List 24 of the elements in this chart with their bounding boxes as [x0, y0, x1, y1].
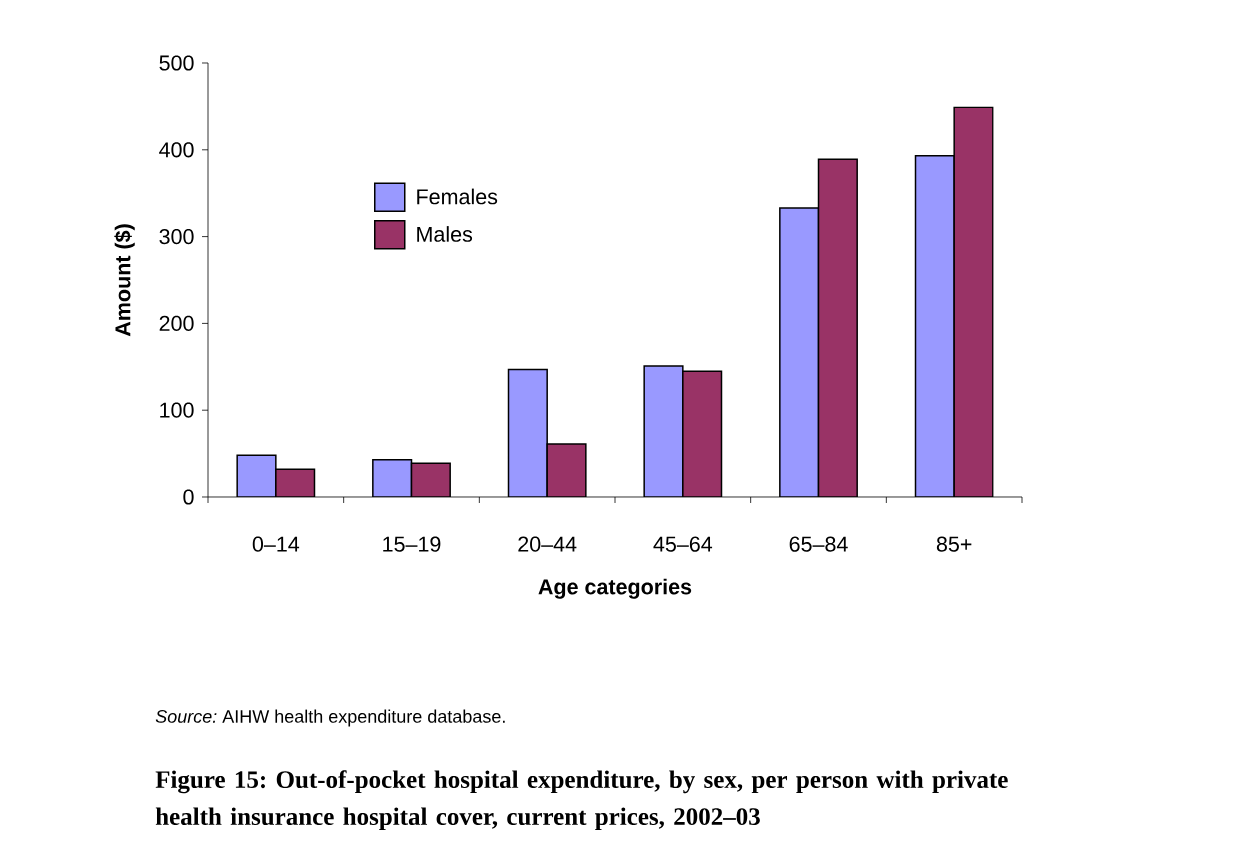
x-tick-label: 85+: [936, 536, 972, 552]
x-axis-title: Age categories: [538, 578, 692, 599]
y-tick-label: 400: [159, 142, 194, 158]
text: Source: AIHW health expenditure database.: [155, 709, 505, 727]
x-tick-label: 45–64: [653, 536, 713, 552]
x-tick-label: 65–84: [789, 536, 848, 552]
bar: [643, 365, 684, 497]
bar: [914, 155, 955, 497]
y-tick-label: 500: [159, 55, 194, 71]
legend-label: Females: [417, 188, 498, 205]
x-tick-label: 0–14: [252, 536, 300, 552]
y-tick-label: 100: [160, 402, 194, 418]
y-tick-label: 200: [159, 315, 194, 331]
bar: [372, 458, 413, 497]
y-tick-label: 300: [159, 228, 194, 245]
bar: [779, 207, 820, 497]
text: Figure 15: Out-of-pocket hospital expenditure, by sex, per person with private health insurance hospital cover, current prices, 2002–03: [155, 770, 1008, 831]
y-axis-title: Amount ($): [114, 224, 135, 337]
x-tick-label: 15–19: [383, 536, 441, 552]
y-tick-label: 0: [183, 489, 194, 505]
bar: [507, 368, 548, 497]
x-tick-label: 20–44: [518, 536, 577, 552]
bar: [236, 454, 277, 497]
legend-label: Males: [417, 226, 473, 242]
